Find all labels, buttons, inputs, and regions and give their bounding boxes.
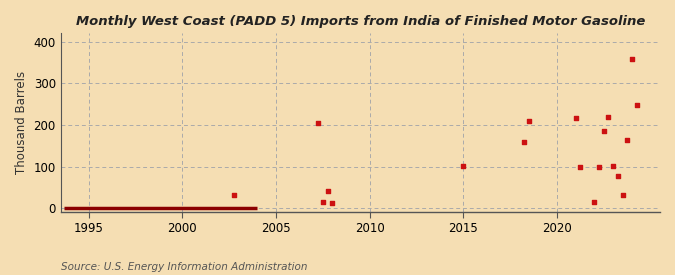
Point xyxy=(599,129,610,134)
Point xyxy=(229,193,240,197)
Y-axis label: Thousand Barrels: Thousand Barrels xyxy=(15,71,28,174)
Point xyxy=(327,201,338,206)
Point xyxy=(612,174,623,178)
Point xyxy=(313,121,323,125)
Point xyxy=(622,138,632,142)
Point xyxy=(631,103,642,107)
Text: Source: U.S. Energy Information Administration: Source: U.S. Energy Information Administ… xyxy=(61,262,307,272)
Point xyxy=(617,193,628,197)
Point xyxy=(589,200,600,204)
Point xyxy=(458,163,468,168)
Point xyxy=(322,188,333,193)
Point xyxy=(594,165,605,169)
Point xyxy=(317,200,328,204)
Title: Monthly West Coast (PADD 5) Imports from India of Finished Motor Gasoline: Monthly West Coast (PADD 5) Imports from… xyxy=(76,15,645,28)
Point xyxy=(570,116,581,120)
Point xyxy=(626,57,637,61)
Point xyxy=(519,140,530,144)
Point xyxy=(608,163,618,168)
Point xyxy=(575,165,586,169)
Point xyxy=(524,119,535,123)
Point xyxy=(603,115,614,119)
